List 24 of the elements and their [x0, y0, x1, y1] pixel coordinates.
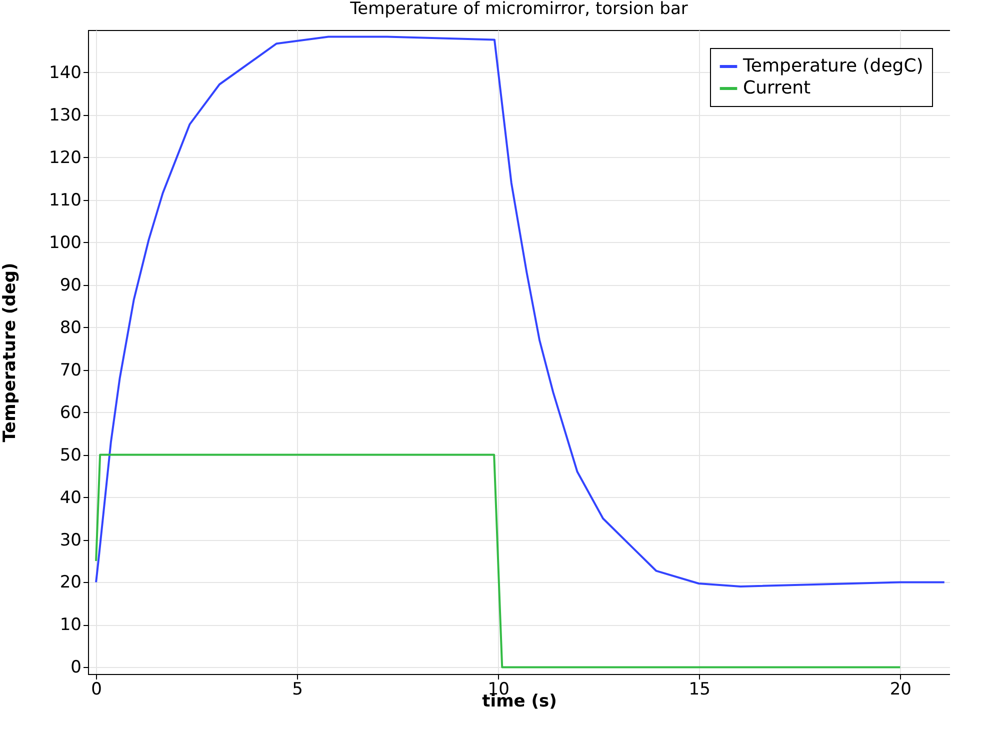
y-tick-label: 40 — [60, 488, 82, 508]
x-tick-label: 0 — [91, 680, 102, 700]
y-tick-label: 10 — [60, 615, 82, 636]
legend-label: Temperature (degC) — [742, 56, 924, 76]
line-series — [95, 36, 946, 588]
x-tick-label: 5 — [292, 680, 303, 700]
y-tick-label: 100 — [49, 232, 82, 253]
y-tick-label: 110 — [49, 190, 82, 210]
y-tick-label: 60 — [60, 402, 82, 423]
y-tick-label: 140 — [49, 62, 82, 83]
y-tick-label: 130 — [49, 105, 82, 126]
y-tick-label: 90 — [60, 275, 82, 296]
legend-label: Current — [743, 78, 811, 98]
y-tick-label: 80 — [60, 318, 82, 338]
chart-title: Temperature of micromirror, torsion bar — [349, 0, 688, 19]
y-tick-label: 20 — [60, 572, 82, 593]
y-tick-label: 50 — [60, 445, 82, 466]
y-tick-label: 30 — [60, 530, 82, 550]
y-tick-label: 0 — [70, 658, 82, 678]
y-tick-label: 120 — [49, 148, 82, 168]
y-tick-label: 70 — [60, 360, 82, 380]
x-tick-label: 15 — [688, 680, 710, 700]
x-tick-label: 20 — [890, 680, 912, 700]
y-axis-title: Temperature (deg) — [0, 262, 20, 442]
